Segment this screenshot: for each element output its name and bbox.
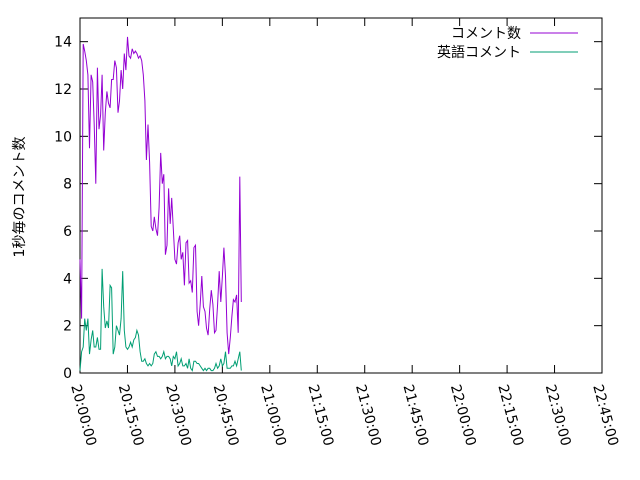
x-tick-label: 20:00:00	[67, 383, 99, 448]
y-axis-label: 1秒毎のコメント数	[12, 137, 28, 258]
y-tick-label: 0	[63, 366, 72, 382]
x-axis-ticks: 20:00:00 20:15:00 20:30:00 20:45:00 21:00:00…	[67, 18, 621, 448]
y-tick-label: 10	[54, 129, 72, 145]
x-tick-label: 20:15:00	[115, 383, 147, 448]
x-tick-label: 20:30:00	[162, 383, 194, 448]
x-tick-label: 21:45:00	[399, 383, 431, 448]
y-tick-label: 12	[54, 82, 72, 98]
y-tick-label: 2	[63, 319, 72, 335]
x-tick-label: 22:00:00	[447, 383, 479, 448]
legend-label-1: 英語コメント	[437, 44, 521, 61]
y-tick-label: 8	[63, 177, 72, 193]
series-lines	[79, 36, 242, 372]
series-line-1	[79, 268, 242, 372]
x-tick-label: 20:45:00	[210, 383, 242, 448]
plot-frame	[79, 17, 603, 374]
y-axis-ticks: 0 2 4 6 8 10 12 14	[54, 35, 602, 382]
legend-label-0: コメント数	[451, 26, 521, 42]
x-tick-label: 21:00:00	[257, 383, 289, 448]
x-tick-label: 21:15:00	[305, 383, 337, 448]
y-tick-label: 4	[63, 271, 72, 287]
x-tick-label: 22:15:00	[494, 383, 526, 448]
x-tick-label: 22:30:00	[542, 383, 574, 448]
x-tick-label: 21:30:00	[352, 383, 384, 448]
y-tick-label: 6	[63, 224, 72, 240]
y-tick-label: 14	[54, 35, 72, 51]
x-tick-label: 22:45:00	[589, 383, 621, 448]
plot-border	[79, 17, 603, 374]
series-line-0	[79, 36, 242, 355]
